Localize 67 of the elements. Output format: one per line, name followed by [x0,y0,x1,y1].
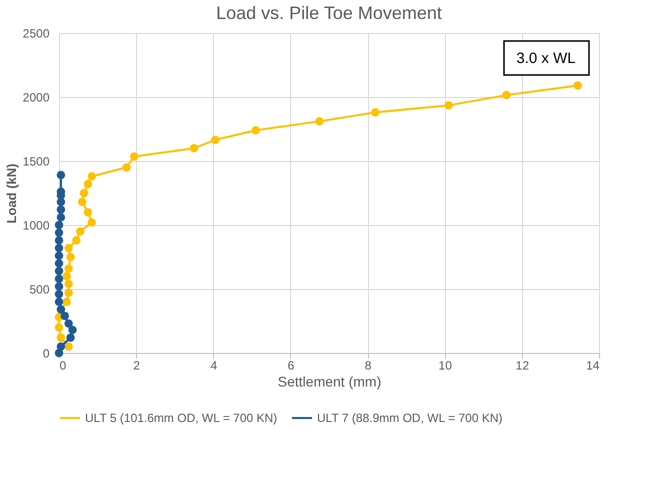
y-tick-label: 1500 [22,154,50,168]
point [54,244,64,252]
point [64,280,73,288]
point [56,342,66,351]
legend-label: ULT 5 (101.6mm OD, WL = 700 KN) [85,411,278,425]
x-tick-label: 6 [288,358,295,372]
point [54,266,64,276]
point [54,282,64,291]
point [190,144,198,152]
point [78,198,86,206]
point [62,298,71,306]
point [66,333,75,342]
point [64,319,73,328]
point [64,288,73,298]
point [54,323,64,332]
point [60,312,69,320]
point [54,298,64,306]
point [315,117,324,126]
point [84,208,92,216]
point [56,205,66,214]
point [54,228,64,237]
point [80,188,88,198]
point [88,218,96,227]
point [62,272,71,280]
point [54,259,64,268]
point [54,236,64,245]
annotation: 3.0 x WL [516,50,576,67]
point [64,342,73,351]
x-tick-label: 4 [210,358,218,372]
point [56,213,66,222]
point [54,290,64,298]
point [76,227,84,236]
point [54,220,64,230]
point [371,108,380,117]
point [64,244,73,252]
point [56,170,66,180]
point [574,81,582,90]
x-tick-label: 14 [586,358,600,372]
point [84,180,92,188]
y-tick-label: 1000 [22,218,50,232]
y-tick-label: 0 [42,346,50,360]
y-axis-title: Load (kN) [4,164,19,224]
point [64,264,73,273]
legend-label: ULT 7 (88.9mm OD, WL = 700 KN) [317,411,503,425]
chart-title: Load vs. Pile Toe Movement [216,3,442,23]
x-tick-label: 10 [438,358,452,372]
point [130,152,138,161]
x-axis-title: Settlement (mm) [278,374,382,390]
point [211,136,220,144]
y-tick-label: 500 [29,282,50,296]
point [56,333,66,342]
point [66,252,75,262]
y-tick-label: 2000 [22,90,50,104]
x-tick-label: 8 [364,358,372,372]
point [54,274,64,283]
x-tick-label: 12 [516,358,530,372]
point [68,326,77,334]
point [54,252,64,260]
point [444,101,453,110]
point [72,236,81,245]
x-tick-label: 2 [133,358,140,372]
point [252,126,260,134]
y-tick-label: 2500 [22,26,50,40]
point [122,163,131,172]
point [88,172,96,181]
point [502,90,511,100]
x-tick-label: 0 [60,358,66,372]
